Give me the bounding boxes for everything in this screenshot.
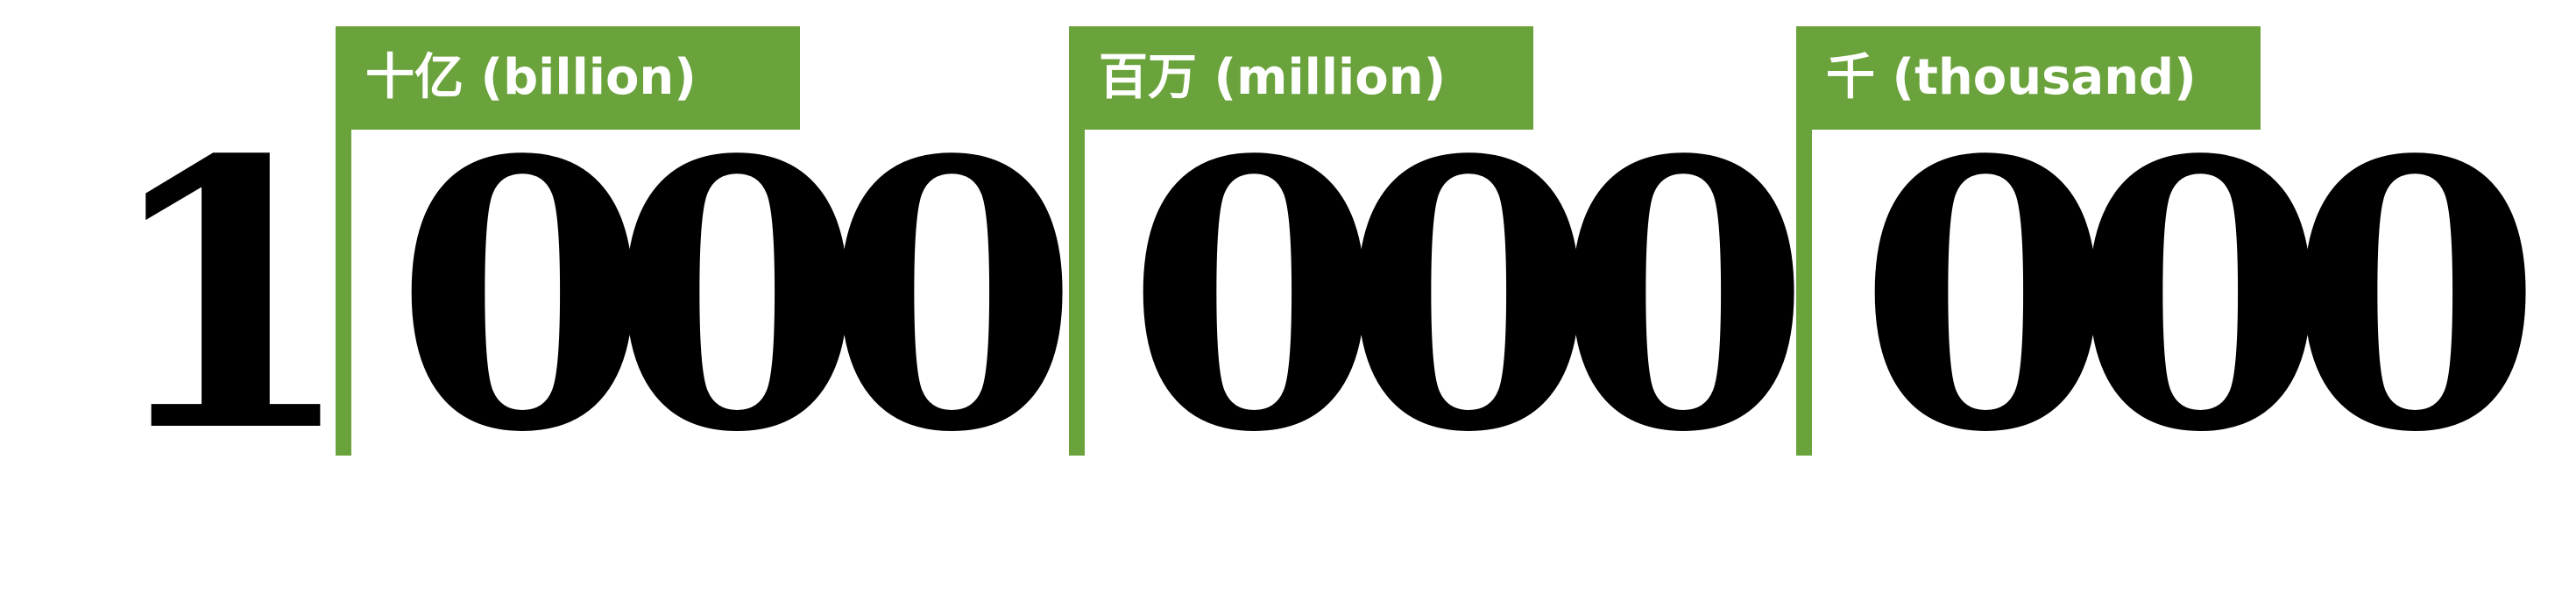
bracket-bar-thousand [1796, 130, 1812, 456]
label-billion: 十亿 (billion) [336, 26, 800, 130]
label-thousand: 千 (thousand) [1796, 26, 2261, 130]
bracket-bar-million [1069, 130, 1085, 456]
digit-leading-one: 1 [101, 81, 357, 513]
label-million: 百万 (million) [1069, 26, 1533, 130]
digit-billion-2: 0 [609, 81, 866, 513]
digit-thousand-2: 0 [2072, 81, 2329, 513]
digit-million-3: 0 [1555, 81, 1812, 513]
bracket-bar-billion [336, 130, 351, 456]
digit-thousand-3: 0 [2287, 81, 2544, 513]
digit-billion-1: 0 [394, 81, 651, 513]
digit-million-1: 0 [1126, 81, 1383, 513]
digit-thousand-1: 0 [1858, 81, 2114, 513]
digit-billion-3: 0 [824, 81, 1080, 513]
digit-million-2: 0 [1341, 81, 1597, 513]
